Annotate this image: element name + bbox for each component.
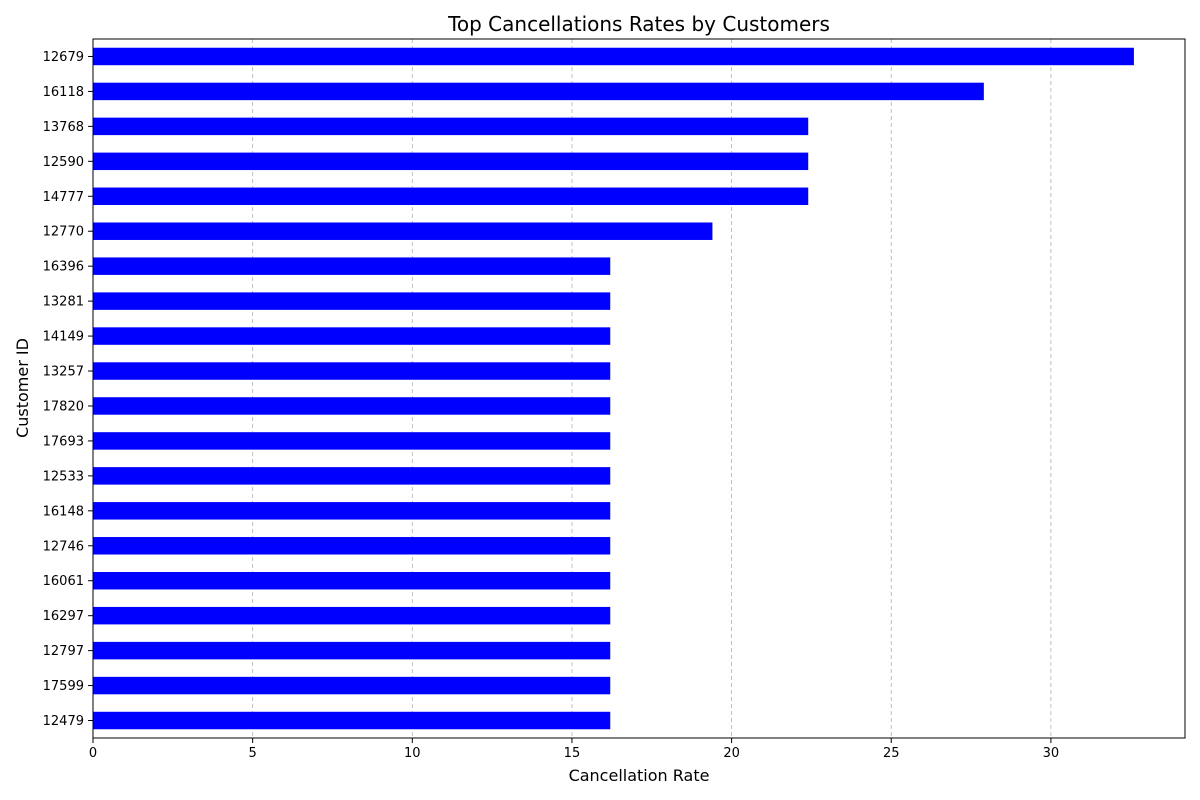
bar	[93, 606, 611, 625]
y-tick-label: 17820	[43, 399, 84, 414]
x-axis-label: Cancellation Rate	[569, 766, 710, 785]
x-tick-label: 10	[404, 746, 421, 761]
y-tick-label: 12479	[43, 714, 84, 729]
bar	[93, 257, 611, 275]
y-tick-label: 12797	[43, 644, 84, 659]
y-tick-label: 13257	[43, 365, 84, 380]
bar	[93, 537, 611, 555]
bar	[93, 502, 611, 520]
bar	[93, 571, 611, 590]
bar	[93, 82, 984, 101]
chart-title: Top Cancellations Rates by Customers	[447, 12, 830, 36]
y-tick-label: 12533	[43, 469, 84, 484]
y-tick-label: 14149	[43, 330, 84, 345]
bar	[93, 432, 611, 450]
x-tick-label: 30	[1043, 746, 1060, 761]
bar	[93, 47, 1134, 66]
bar	[93, 641, 611, 660]
bars-layer	[93, 47, 1134, 730]
x-tick-label: 0	[89, 746, 97, 761]
bar	[93, 222, 713, 240]
x-tick-label: 15	[564, 746, 581, 761]
y-tick-layer: 12679 16118 13768 12590 14777 12770 16396 13281…	[43, 50, 93, 729]
bar	[93, 292, 611, 310]
y-tick-label: 16061	[43, 574, 84, 589]
x-tick-label: 25	[883, 746, 900, 761]
y-tick-label: 12746	[43, 539, 84, 554]
y-tick-label: 17599	[43, 679, 84, 694]
bar	[93, 152, 809, 171]
x-tick-label: 5	[249, 746, 257, 761]
y-tick-label: 17693	[43, 434, 84, 449]
bar	[93, 187, 809, 206]
y-tick-label: 14777	[43, 190, 84, 205]
x-tick-layer: 0 5 10 15 20 25 30	[89, 738, 1059, 761]
x-tick-label: 20	[723, 746, 740, 761]
y-tick-label: 12590	[43, 155, 84, 170]
y-tick-label: 12770	[43, 225, 84, 240]
y-tick-label: 13768	[43, 120, 84, 135]
y-tick-label: 12679	[43, 50, 84, 65]
y-tick-label: 16297	[43, 609, 84, 624]
bar	[93, 467, 611, 485]
bar	[93, 117, 809, 136]
bar	[93, 362, 611, 380]
bar	[93, 676, 611, 695]
bar	[93, 711, 611, 730]
axes-frame	[92, 38, 1186, 739]
y-tick-label: 16396	[43, 260, 84, 275]
y-tick-label: 16118	[43, 85, 84, 100]
y-tick-label: 13281	[43, 295, 84, 310]
y-axis-label: Customer ID	[13, 338, 32, 438]
grid-layer	[252, 39, 1052, 738]
bar	[93, 327, 611, 345]
y-tick-label: 16148	[43, 504, 84, 519]
bar	[93, 397, 611, 415]
